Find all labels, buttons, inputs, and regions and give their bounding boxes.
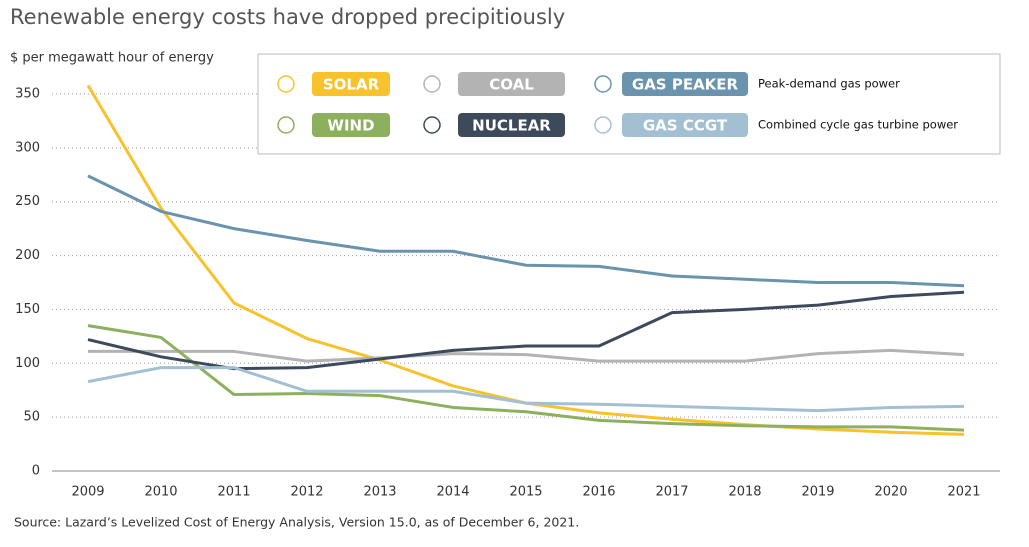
line-series: [87, 174, 965, 288]
line-series: [87, 290, 965, 371]
chart-title: Renewable energy costs have dropped prec…: [10, 5, 565, 29]
x-tick-label: 2021: [947, 485, 980, 500]
y-tick-label: 350: [15, 87, 40, 102]
legend-description: Combined cycle gas turbine power: [758, 118, 958, 132]
legend-badge: [622, 72, 748, 96]
x-tick-label: 2011: [217, 485, 250, 500]
legend-label: COAL: [489, 76, 534, 94]
line-series: [87, 366, 965, 413]
legend-box: [257, 53, 1001, 155]
legend-badge: [458, 72, 565, 96]
x-tick-label: 2015: [509, 485, 542, 500]
x-tick-label: 2010: [144, 485, 177, 500]
legend-icon: [423, 75, 441, 93]
legend-badge: [312, 113, 390, 137]
legend-icon: [594, 75, 612, 93]
x-tick-label: 2017: [655, 485, 688, 500]
x-tick-label: 2018: [728, 485, 761, 500]
x-tick-label: 2014: [436, 485, 469, 500]
legend-icon: [277, 75, 295, 93]
line-series: [87, 324, 965, 432]
y-tick-label: 300: [15, 140, 40, 155]
legend-icon: [423, 116, 441, 134]
y-tick-label: 200: [15, 248, 40, 263]
y-tick-label: 250: [15, 194, 40, 209]
x-tick-label: 2009: [71, 485, 104, 500]
line-series: [88, 348, 965, 363]
legend-icon: [594, 116, 612, 134]
legend-label: NUCLEAR: [472, 117, 551, 135]
legend-badge: [458, 113, 565, 137]
legend-badge: [622, 113, 748, 137]
legend-label: WIND: [327, 117, 374, 135]
y-axis-label: $ per megawatt hour of energy: [10, 51, 214, 66]
legend-label: GAS CCGT: [643, 117, 728, 135]
x-tick-label: 2016: [582, 485, 615, 500]
source: Source: Lazard’s Levelized Cost of Energ…: [14, 515, 579, 530]
y-tick-label: 100: [15, 356, 40, 371]
legend-label: GAS PEAKER: [632, 76, 739, 94]
legend-description: Peak-demand gas power: [758, 77, 900, 91]
legend-icon: [277, 116, 295, 134]
y-tick-label: 0: [32, 464, 40, 479]
x-tick-label: 2012: [290, 485, 323, 500]
y-tick-label: 150: [15, 302, 40, 317]
x-tick-label: 2020: [874, 485, 907, 500]
legend-label: SOLAR: [323, 76, 380, 94]
y-tick-label: 50: [23, 410, 40, 425]
legend-badge: [312, 72, 390, 96]
x-tick-label: 2019: [801, 485, 834, 500]
x-tick-label: 2013: [363, 485, 396, 500]
